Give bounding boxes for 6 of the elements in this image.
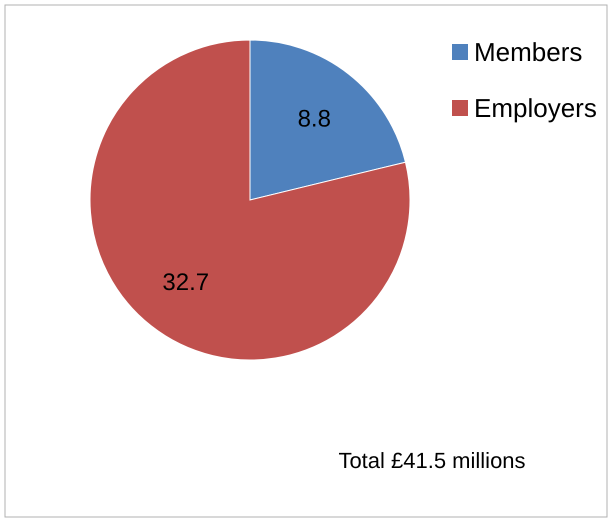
text: Total £41.5 millions — [338, 448, 526, 473]
legend-label: Employers — [474, 93, 597, 124]
pie-slice — [90, 40, 410, 360]
data-label: 8.8 — [298, 106, 331, 133]
legend-label: Members — [474, 37, 582, 68]
data-label: 32.7 — [162, 269, 210, 296]
